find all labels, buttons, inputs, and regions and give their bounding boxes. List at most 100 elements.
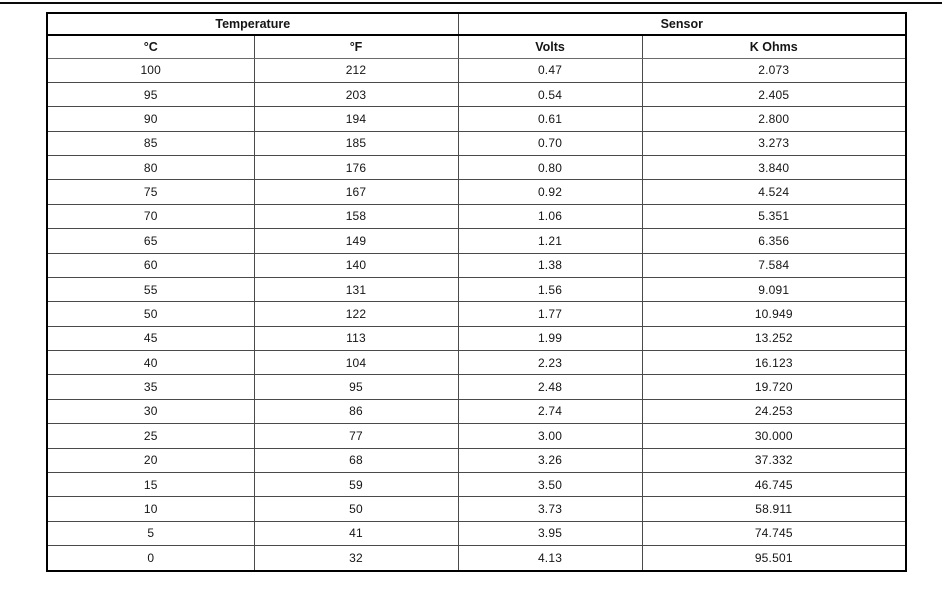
column-header-fahrenheit: °F [253, 34, 459, 59]
cell-kohms: 74.745 [641, 520, 907, 547]
cell-kohms: 3.273 [641, 130, 907, 157]
column-header-kohms: K Ohms [641, 34, 907, 59]
cell-kohms: 6.356 [641, 228, 907, 254]
cell-celsius: 40 [46, 349, 255, 376]
cell-kohms: 37.332 [641, 447, 907, 473]
cell-celsius: 5 [46, 520, 255, 547]
cell-fahrenheit: 140 [253, 252, 459, 278]
cell-fahrenheit: 185 [253, 130, 459, 157]
cell-volts: 2.74 [457, 398, 643, 425]
cell-fahrenheit: 50 [253, 496, 459, 522]
cell-volts: 1.99 [457, 325, 643, 352]
cell-celsius: 35 [46, 374, 255, 400]
cell-volts: 0.54 [457, 81, 643, 108]
cell-volts: 1.56 [457, 276, 643, 303]
cell-volts: 0.80 [457, 154, 643, 181]
cell-volts: 4.13 [457, 545, 643, 572]
cell-volts: 0.70 [457, 130, 643, 157]
table-row: 20 68 3.26 37.332 [46, 447, 907, 473]
table-row: 35 95 2.48 19.720 [46, 374, 907, 400]
cell-volts: 3.73 [457, 496, 643, 522]
cell-volts: 3.00 [457, 423, 643, 449]
cell-kohms: 2.800 [641, 106, 907, 132]
cell-volts: 3.95 [457, 520, 643, 547]
cell-kohms: 19.720 [641, 374, 907, 400]
cell-kohms: 2.073 [641, 57, 907, 83]
cell-celsius: 50 [46, 301, 255, 327]
cell-fahrenheit: 167 [253, 179, 459, 205]
cell-kohms: 24.253 [641, 398, 907, 425]
cell-kohms: 95.501 [641, 545, 907, 572]
table-row: 50 122 1.77 10.949 [46, 301, 907, 327]
table-header: Temperature Sensor °C °F Volts K Ohms [46, 12, 907, 59]
cell-kohms: 58.911 [641, 496, 907, 522]
table-row: 0 32 4.13 95.501 [46, 545, 907, 572]
cell-volts: 1.06 [457, 203, 643, 230]
cell-kohms: 46.745 [641, 471, 907, 498]
column-header-row: °C °F Volts K Ohms [46, 34, 907, 59]
table-row: 70 158 1.06 5.351 [46, 203, 907, 230]
table-row: 15 59 3.50 46.745 [46, 471, 907, 498]
cell-celsius: 65 [46, 228, 255, 254]
cell-fahrenheit: 194 [253, 106, 459, 132]
cell-kohms: 16.123 [641, 349, 907, 376]
page-top-rule [0, 2, 942, 4]
cell-celsius: 30 [46, 398, 255, 425]
cell-celsius: 45 [46, 325, 255, 352]
temperature-sensor-table: Temperature Sensor °C °F Volts K Ohms 10… [46, 12, 908, 572]
cell-celsius: 80 [46, 154, 255, 181]
cell-celsius: 95 [46, 81, 255, 108]
cell-celsius: 75 [46, 179, 255, 205]
cell-kohms: 30.000 [641, 423, 907, 449]
cell-fahrenheit: 59 [253, 471, 459, 498]
table-row: 85 185 0.70 3.273 [46, 130, 907, 157]
cell-kohms: 2.405 [641, 81, 907, 108]
cell-celsius: 90 [46, 106, 255, 132]
cell-celsius: 25 [46, 423, 255, 449]
cell-fahrenheit: 131 [253, 276, 459, 303]
cell-volts: 1.21 [457, 228, 643, 254]
cell-volts: 0.61 [457, 106, 643, 132]
table-row: 30 86 2.74 24.253 [46, 398, 907, 425]
group-header-temperature: Temperature [46, 12, 459, 36]
cell-fahrenheit: 158 [253, 203, 459, 230]
cell-volts: 3.50 [457, 471, 643, 498]
cell-celsius: 60 [46, 252, 255, 278]
table-row: 55 131 1.56 9.091 [46, 276, 907, 303]
cell-fahrenheit: 41 [253, 520, 459, 547]
cell-kohms: 10.949 [641, 301, 907, 327]
cell-celsius: 55 [46, 276, 255, 303]
cell-fahrenheit: 176 [253, 154, 459, 181]
table-row: 40 104 2.23 16.123 [46, 349, 907, 376]
table-row: 25 77 3.00 30.000 [46, 423, 907, 449]
column-header-volts: Volts [457, 34, 643, 59]
table-body: 100 212 0.47 2.073 95 203 0.54 2.405 90 194 0.61 2.… [46, 57, 907, 572]
cell-volts: 0.92 [457, 179, 643, 205]
cell-celsius: 15 [46, 471, 255, 498]
table-row: 90 194 0.61 2.800 [46, 106, 907, 132]
cell-fahrenheit: 104 [253, 349, 459, 376]
table-row: 65 149 1.21 6.356 [46, 228, 907, 254]
cell-fahrenheit: 32 [253, 545, 459, 572]
cell-fahrenheit: 122 [253, 301, 459, 327]
cell-celsius: 85 [46, 130, 255, 157]
cell-fahrenheit: 149 [253, 228, 459, 254]
cell-volts: 2.23 [457, 349, 643, 376]
cell-celsius: 20 [46, 447, 255, 473]
cell-kohms: 7.584 [641, 252, 907, 278]
cell-celsius: 0 [46, 545, 255, 572]
cell-fahrenheit: 86 [253, 398, 459, 425]
cell-kohms: 4.524 [641, 179, 907, 205]
cell-fahrenheit: 212 [253, 57, 459, 83]
table-row: 45 113 1.99 13.252 [46, 325, 907, 352]
table-row: 80 176 0.80 3.840 [46, 154, 907, 181]
group-header-sensor: Sensor [457, 12, 907, 36]
cell-kohms: 13.252 [641, 325, 907, 352]
table-row: 75 167 0.92 4.524 [46, 179, 907, 205]
cell-fahrenheit: 113 [253, 325, 459, 352]
group-header-row: Temperature Sensor [46, 12, 907, 36]
cell-volts: 3.26 [457, 447, 643, 473]
cell-fahrenheit: 68 [253, 447, 459, 473]
cell-volts: 2.48 [457, 374, 643, 400]
